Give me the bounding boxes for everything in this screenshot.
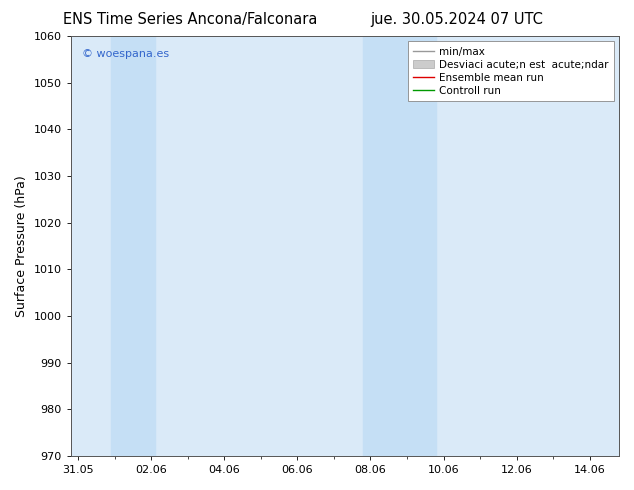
Y-axis label: Surface Pressure (hPa): Surface Pressure (hPa) bbox=[15, 175, 28, 317]
Bar bbox=[111, 36, 155, 456]
Text: ENS Time Series Ancona/Falconara: ENS Time Series Ancona/Falconara bbox=[63, 12, 318, 27]
Text: © woespana.es: © woespana.es bbox=[82, 49, 169, 59]
Legend: min/max, Desviaci acute;n est  acute;ndar, Ensemble mean run, Controll run: min/max, Desviaci acute;n est acute;ndar… bbox=[408, 41, 614, 101]
Bar bbox=[363, 36, 436, 456]
Text: jue. 30.05.2024 07 UTC: jue. 30.05.2024 07 UTC bbox=[370, 12, 543, 27]
